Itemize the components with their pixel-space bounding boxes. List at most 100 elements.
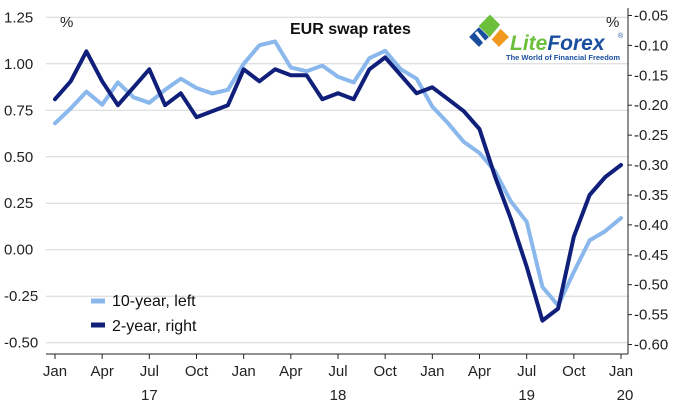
right-tick-label: -0.20 [634, 97, 668, 114]
series-0-point [336, 75, 340, 79]
left-tick-label: 0.00 [4, 242, 33, 259]
x-tick-label: Apr [279, 363, 302, 380]
series-0-point [603, 229, 607, 233]
series-1-point [257, 79, 261, 83]
legend-label-10-year: 10-year, left [112, 293, 196, 310]
series-0-point [100, 103, 104, 107]
series-1-point [367, 67, 372, 71]
x-tick-label: Jul [517, 363, 536, 380]
series-1-point [147, 67, 151, 71]
series-0-point [163, 88, 167, 92]
series-0-point [462, 140, 466, 144]
x-tick-label: Jul [328, 363, 347, 380]
left-tick-label: 0.50 [4, 149, 33, 166]
series-1-point [273, 67, 277, 71]
series-0-point [289, 65, 293, 70]
liteforex-logo: LiteForex ® The World of Financial Freed… [469, 14, 624, 62]
left-tick-label: -0.50 [4, 335, 38, 352]
series-1-point [53, 97, 57, 101]
series-0-point [304, 69, 309, 73]
series-1-point [163, 103, 167, 107]
series-1-point [493, 175, 497, 179]
left-tick-label: 0.75 [4, 102, 33, 119]
x-tick-label: Jan [609, 363, 633, 380]
left-tick-label: 0.25 [4, 195, 33, 212]
series-lines [53, 39, 623, 323]
legend: 10-year, left 2-year, right [91, 293, 197, 335]
x-tick-label: Jan [43, 363, 67, 380]
left-axis-ticks: 1.25 1.00 0.75 0.50 0.25 0.00 -0.25 -0.50 [4, 9, 38, 351]
legend-label-2-year: 2-year, right [112, 318, 197, 335]
series-0-point [367, 56, 372, 60]
series-1-point [430, 85, 434, 89]
series-1-point [100, 79, 104, 83]
series-1-point [525, 265, 529, 269]
series-0-point [242, 62, 246, 66]
series-1-point [383, 55, 387, 59]
series-0-point [116, 80, 120, 84]
series-1-point [304, 73, 309, 77]
series-1-point [399, 73, 403, 77]
series-1-point [69, 79, 73, 83]
x-tick-label: Jan [420, 363, 444, 380]
grid-lines [46, 16, 628, 344]
series-0-point [69, 106, 73, 111]
series-1-point [572, 235, 576, 239]
series-1-point [336, 91, 340, 95]
logo-wordmark: LiteForex [510, 32, 606, 55]
series-0-point [587, 238, 592, 243]
series-0-point [430, 104, 434, 109]
logo-tagline: The World of Financial Freedom [506, 53, 620, 62]
right-tick-label: -0.35 [634, 187, 668, 204]
right-tick-label: -0.45 [634, 247, 668, 264]
left-tick-label: 1.00 [4, 56, 33, 73]
series-1-point [509, 217, 513, 221]
series-1-point [226, 103, 230, 107]
x-year-label: 18 [330, 387, 347, 404]
right-tick-label: -0.60 [634, 337, 668, 354]
series-1-point [194, 115, 199, 119]
series-0-point [320, 64, 324, 68]
series-0-point [399, 67, 403, 71]
series-1-point [462, 109, 466, 113]
right-axis-unit: % [606, 14, 619, 31]
series-1-point [210, 109, 214, 113]
chart-title: EUR swap rates [290, 21, 411, 38]
right-tick-label: -0.30 [634, 157, 668, 174]
series-0-point [132, 95, 136, 99]
series-1-point [619, 163, 623, 167]
x-year-label: 17 [141, 387, 158, 404]
right-tick-label: -0.15 [634, 67, 668, 84]
series-1-point [179, 91, 183, 95]
series-0-point [383, 49, 387, 53]
right-tick-label: -0.10 [634, 37, 668, 54]
left-tick-label: -0.25 [4, 288, 38, 305]
series-0-point [509, 199, 513, 203]
series-0-point [273, 39, 277, 44]
series-1-point [84, 49, 89, 53]
x-year-label: 19 [518, 387, 535, 404]
series-1-point [477, 127, 482, 131]
left-axis-unit: % [60, 14, 73, 31]
x-axis-ticks: Jan Apr Jul Oct Jan Apr Jul Oct Jan Apr Jul Oct Jan 1… [43, 353, 633, 404]
series-0-point [352, 80, 356, 84]
series-1-point [132, 85, 136, 89]
x-tick-label: Oct [185, 363, 209, 380]
series-1-point [603, 175, 607, 179]
series-1-point [587, 193, 592, 197]
x-tick-label: Oct [562, 363, 586, 380]
left-tick-label: 1.25 [4, 9, 33, 26]
series-0-point [257, 43, 261, 47]
x-tick-label: Jul [140, 363, 159, 380]
x-tick-label: Jan [232, 363, 256, 380]
series-1-point [415, 91, 419, 95]
logo-registered: ® [618, 32, 624, 40]
series-0-point [226, 88, 230, 92]
series-1-point [352, 97, 356, 101]
series-1-point [320, 97, 324, 101]
series-0-point [477, 151, 482, 155]
series-0-point [147, 101, 151, 105]
series-1-point [446, 97, 450, 101]
series-0-point [619, 216, 623, 220]
right-tick-label: -0.50 [634, 277, 668, 294]
